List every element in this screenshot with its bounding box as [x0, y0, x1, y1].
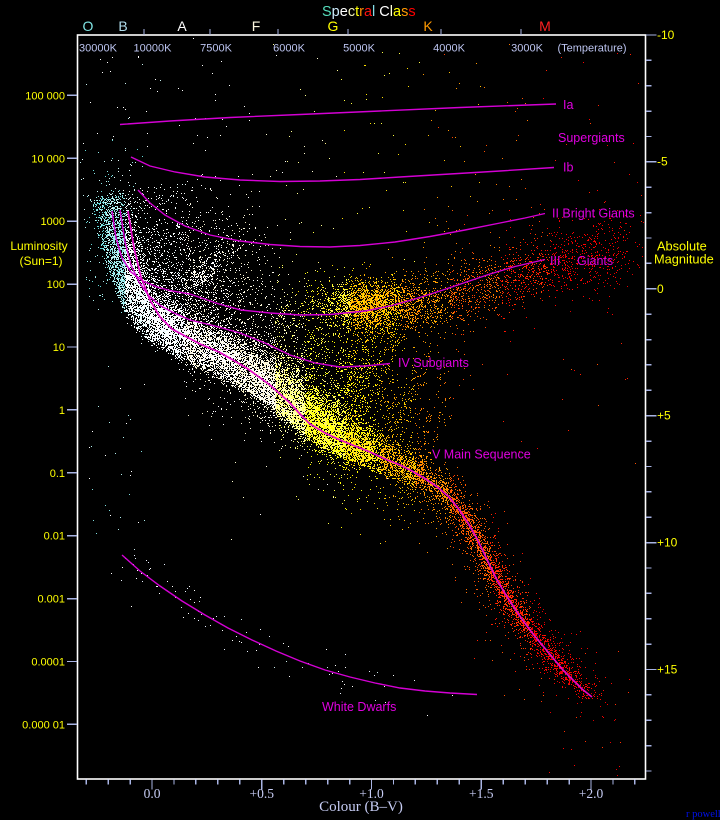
svg-text:+1.5: +1.5 [469, 786, 494, 801]
svg-text:II Bright Giants: II Bright Giants [552, 207, 635, 221]
svg-text:30000K: 30000K [79, 43, 118, 55]
svg-text:Ia: Ia [563, 98, 573, 112]
svg-text:+10: +10 [657, 536, 678, 550]
svg-text:6000K: 6000K [273, 43, 305, 55]
svg-text:F: F [252, 18, 261, 34]
svg-text:Colour (B–V): Colour (B–V) [319, 799, 403, 815]
svg-text:4000K: 4000K [433, 43, 465, 55]
svg-text:Ib: Ib [563, 161, 573, 175]
svg-text:Magnitude: Magnitude [654, 252, 714, 267]
svg-text:+5: +5 [657, 409, 671, 423]
svg-text:100 000: 100 000 [25, 90, 65, 102]
svg-text:-10: -10 [657, 28, 675, 42]
svg-text:0.000 01: 0.000 01 [22, 719, 65, 731]
svg-text:A: A [177, 18, 187, 34]
svg-text:3000K: 3000K [511, 43, 543, 55]
svg-text:1: 1 [59, 405, 65, 417]
svg-text:M: M [539, 18, 551, 34]
svg-text:Luminosity: Luminosity [10, 239, 67, 253]
svg-text:V Main Sequence: V Main Sequence [432, 448, 531, 462]
svg-text:-5: -5 [657, 155, 668, 169]
svg-text:+15: +15 [657, 663, 678, 677]
svg-text:K: K [423, 18, 433, 34]
svg-text:+0.5: +0.5 [250, 786, 275, 801]
svg-text:Spectral Class: Spectral Class [322, 4, 416, 20]
svg-text:10: 10 [53, 342, 65, 354]
svg-text:0.001: 0.001 [37, 594, 65, 606]
svg-text:B: B [118, 18, 127, 34]
svg-text:Giants: Giants [577, 254, 613, 268]
svg-text:Supergiants: Supergiants [558, 131, 625, 145]
svg-text:10000K: 10000K [134, 43, 173, 55]
svg-text:III: III [550, 254, 560, 268]
svg-text:0.0: 0.0 [144, 786, 161, 801]
svg-text:+1.0: +1.0 [359, 786, 384, 801]
svg-text:White Dwarfs: White Dwarfs [322, 700, 396, 714]
svg-text:1000: 1000 [41, 216, 65, 228]
svg-text:10 000: 10 000 [31, 153, 65, 165]
svg-text:0.1: 0.1 [50, 468, 65, 480]
svg-text:100: 100 [47, 279, 65, 291]
svg-text:5000K: 5000K [343, 43, 375, 55]
svg-text:(Sun=1): (Sun=1) [19, 254, 62, 268]
svg-text:7500K: 7500K [200, 43, 232, 55]
svg-text:0.01: 0.01 [44, 531, 65, 543]
svg-text:O: O [83, 18, 94, 34]
svg-text:r powell: r powell [686, 809, 720, 820]
svg-text:(Temperature): (Temperature) [557, 43, 626, 55]
svg-text:Absolute: Absolute [657, 239, 707, 254]
svg-text:0: 0 [657, 282, 664, 296]
svg-text:G: G [328, 18, 339, 34]
svg-text:+2.0: +2.0 [579, 786, 604, 801]
svg-text:0.0001: 0.0001 [31, 657, 65, 669]
svg-text:IV Subgiants: IV Subgiants [398, 356, 469, 370]
